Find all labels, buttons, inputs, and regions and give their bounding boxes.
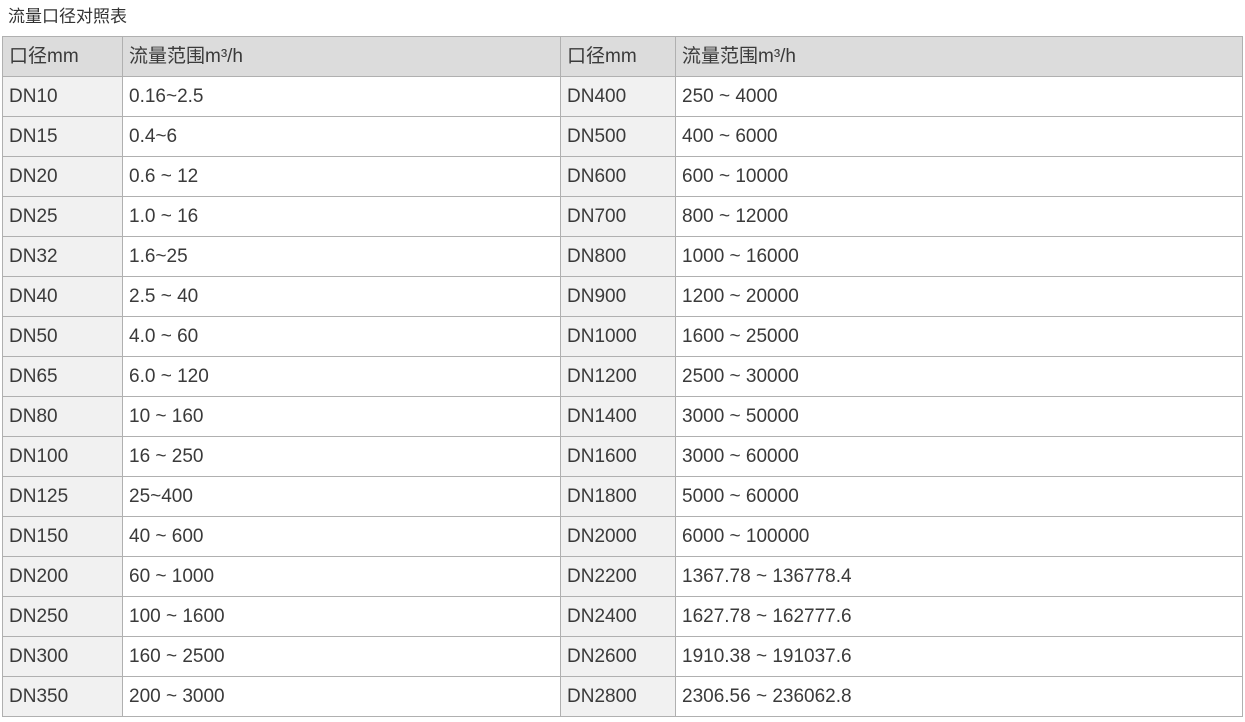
flow-range-cell: 600 ~ 10000 bbox=[675, 156, 1243, 197]
flow-range-cell: 5000 ~ 60000 bbox=[675, 476, 1243, 517]
diameter-cell: DN300 bbox=[2, 636, 123, 677]
table-row: DN15 0.4~6 DN500 400 ~ 6000 bbox=[2, 116, 1243, 157]
flow-range-cell: 6000 ~ 100000 bbox=[675, 516, 1243, 557]
flow-range-cell: 16 ~ 250 bbox=[122, 436, 561, 477]
flow-range-cell: 1.0 ~ 16 bbox=[122, 196, 561, 237]
flow-range-cell: 250 ~ 4000 bbox=[675, 76, 1243, 117]
flow-range-cell: 0.4~6 bbox=[122, 116, 561, 157]
diameter-cell: DN65 bbox=[2, 356, 123, 397]
flow-range-cell: 0.6 ~ 12 bbox=[122, 156, 561, 197]
table-row: DN25 1.0 ~ 16 DN700 800 ~ 12000 bbox=[2, 196, 1243, 237]
diameter-cell: DN1200 bbox=[560, 356, 676, 397]
flow-range-cell: 1627.78 ~ 162777.6 bbox=[675, 596, 1243, 637]
table-row: DN40 2.5 ~ 40 DN900 1200 ~ 20000 bbox=[2, 276, 1243, 317]
table-row: DN350 200 ~ 3000 DN2800 2306.56 ~ 236062.8 bbox=[2, 676, 1243, 717]
header-row: 口径mm 流量范围m³/h 口径mm 流量范围m³/h bbox=[2, 36, 1243, 77]
diameter-cell: DN100 bbox=[2, 436, 123, 477]
diameter-cell: DN350 bbox=[2, 676, 123, 717]
flow-range-cell: 100 ~ 1600 bbox=[122, 596, 561, 637]
diameter-cell: DN125 bbox=[2, 476, 123, 517]
table-row: DN150 40 ~ 600 DN2000 6000 ~ 100000 bbox=[2, 516, 1243, 557]
flow-range-cell: 400 ~ 6000 bbox=[675, 116, 1243, 157]
diameter-cell: DN80 bbox=[2, 396, 123, 437]
diameter-cell: DN10 bbox=[2, 76, 123, 117]
diameter-cell: DN40 bbox=[2, 276, 123, 317]
diameter-cell: DN32 bbox=[2, 236, 123, 277]
table-row: DN50 4.0 ~ 60 DN1000 1600 ~ 25000 bbox=[2, 316, 1243, 357]
flow-range-cell: 160 ~ 2500 bbox=[122, 636, 561, 677]
diameter-cell: DN25 bbox=[2, 196, 123, 237]
diameter-cell: DN2800 bbox=[560, 676, 676, 717]
diameter-cell: DN1600 bbox=[560, 436, 676, 477]
flow-range-cell: 2500 ~ 30000 bbox=[675, 356, 1243, 397]
diameter-cell: DN1400 bbox=[560, 396, 676, 437]
diameter-cell: DN400 bbox=[560, 76, 676, 117]
table-body: DN10 0.16~2.5 DN400 250 ~ 4000 DN15 0.4~6 DN50… bbox=[2, 76, 1243, 717]
flow-range-cell: 800 ~ 12000 bbox=[675, 196, 1243, 237]
flow-range-cell: 40 ~ 600 bbox=[122, 516, 561, 557]
flow-range-cell: 2.5 ~ 40 bbox=[122, 276, 561, 317]
table-row: DN200 60 ~ 1000 DN2200 1367.78 ~ 136778.4 bbox=[2, 556, 1243, 597]
flow-range-cell: 1367.78 ~ 136778.4 bbox=[675, 556, 1243, 597]
diameter-cell: DN2400 bbox=[560, 596, 676, 637]
table-row: DN32 1.6~25 DN800 1000 ~ 16000 bbox=[2, 236, 1243, 277]
diameter-cell: DN200 bbox=[2, 556, 123, 597]
diameter-cell: DN150 bbox=[2, 516, 123, 557]
table-row: DN20 0.6 ~ 12 DN600 600 ~ 10000 bbox=[2, 156, 1243, 197]
diameter-cell: DN600 bbox=[560, 156, 676, 197]
flow-range-cell: 2306.56 ~ 236062.8 bbox=[675, 676, 1243, 717]
flow-range-cell: 3000 ~ 60000 bbox=[675, 436, 1243, 477]
flow-range-cell: 10 ~ 160 bbox=[122, 396, 561, 437]
flow-range-cell: 3000 ~ 50000 bbox=[675, 396, 1243, 437]
table-row: DN10 0.16~2.5 DN400 250 ~ 4000 bbox=[2, 76, 1243, 117]
table-row: DN125 25~400 DN1800 5000 ~ 60000 bbox=[2, 476, 1243, 517]
page-title: 流量口径对照表 bbox=[8, 7, 127, 26]
flow-range-cell: 1600 ~ 25000 bbox=[675, 316, 1243, 357]
flow-range-cell: 0.16~2.5 bbox=[122, 76, 561, 117]
table-row: DN300 160 ~ 2500 DN2600 1910.38 ~ 191037.6 bbox=[2, 636, 1243, 677]
diameter-cell: DN700 bbox=[560, 196, 676, 237]
diameter-cell: DN2000 bbox=[560, 516, 676, 557]
diameter-cell: DN20 bbox=[2, 156, 123, 197]
flow-range-cell: 1.6~25 bbox=[122, 236, 561, 277]
flow-range-cell: 60 ~ 1000 bbox=[122, 556, 561, 597]
table-row: DN65 6.0 ~ 120 DN1200 2500 ~ 30000 bbox=[2, 356, 1243, 397]
flow-range-cell: 1200 ~ 20000 bbox=[675, 276, 1243, 317]
diameter-cell: DN15 bbox=[2, 116, 123, 157]
diameter-cell: DN50 bbox=[2, 316, 123, 357]
diameter-cell: DN2200 bbox=[560, 556, 676, 597]
column-header-flow-right: 流量范围m³/h bbox=[675, 36, 1243, 77]
flow-range-cell: 200 ~ 3000 bbox=[122, 676, 561, 717]
diameter-cell: DN250 bbox=[2, 596, 123, 637]
diameter-cell: DN2600 bbox=[560, 636, 676, 677]
column-header-diameter-right: 口径mm bbox=[560, 36, 676, 77]
flow-range-cell: 1910.38 ~ 191037.6 bbox=[675, 636, 1243, 677]
diameter-cell: DN900 bbox=[560, 276, 676, 317]
flow-range-cell: 4.0 ~ 60 bbox=[122, 316, 561, 357]
column-header-flow-left: 流量范围m³/h bbox=[122, 36, 561, 77]
table-row: DN250 100 ~ 1600 DN2400 1627.78 ~ 162777.6 bbox=[2, 596, 1243, 637]
table-row: DN80 10 ~ 160 DN1400 3000 ~ 50000 bbox=[2, 396, 1243, 437]
flow-range-cell: 6.0 ~ 120 bbox=[122, 356, 561, 397]
flow-range-cell: 25~400 bbox=[122, 476, 561, 517]
diameter-cell: DN1000 bbox=[560, 316, 676, 357]
diameter-cell: DN500 bbox=[560, 116, 676, 157]
diameter-cell: DN800 bbox=[560, 236, 676, 277]
diameter-cell: DN1800 bbox=[560, 476, 676, 517]
flow-range-cell: 1000 ~ 16000 bbox=[675, 236, 1243, 277]
table-row: DN100 16 ~ 250 DN1600 3000 ~ 60000 bbox=[2, 436, 1243, 477]
flow-diameter-table: 口径mm 流量范围m³/h 口径mm 流量范围m³/h DN10 0.16~2.5… bbox=[2, 36, 1243, 717]
column-header-diameter-left: 口径mm bbox=[2, 36, 123, 77]
